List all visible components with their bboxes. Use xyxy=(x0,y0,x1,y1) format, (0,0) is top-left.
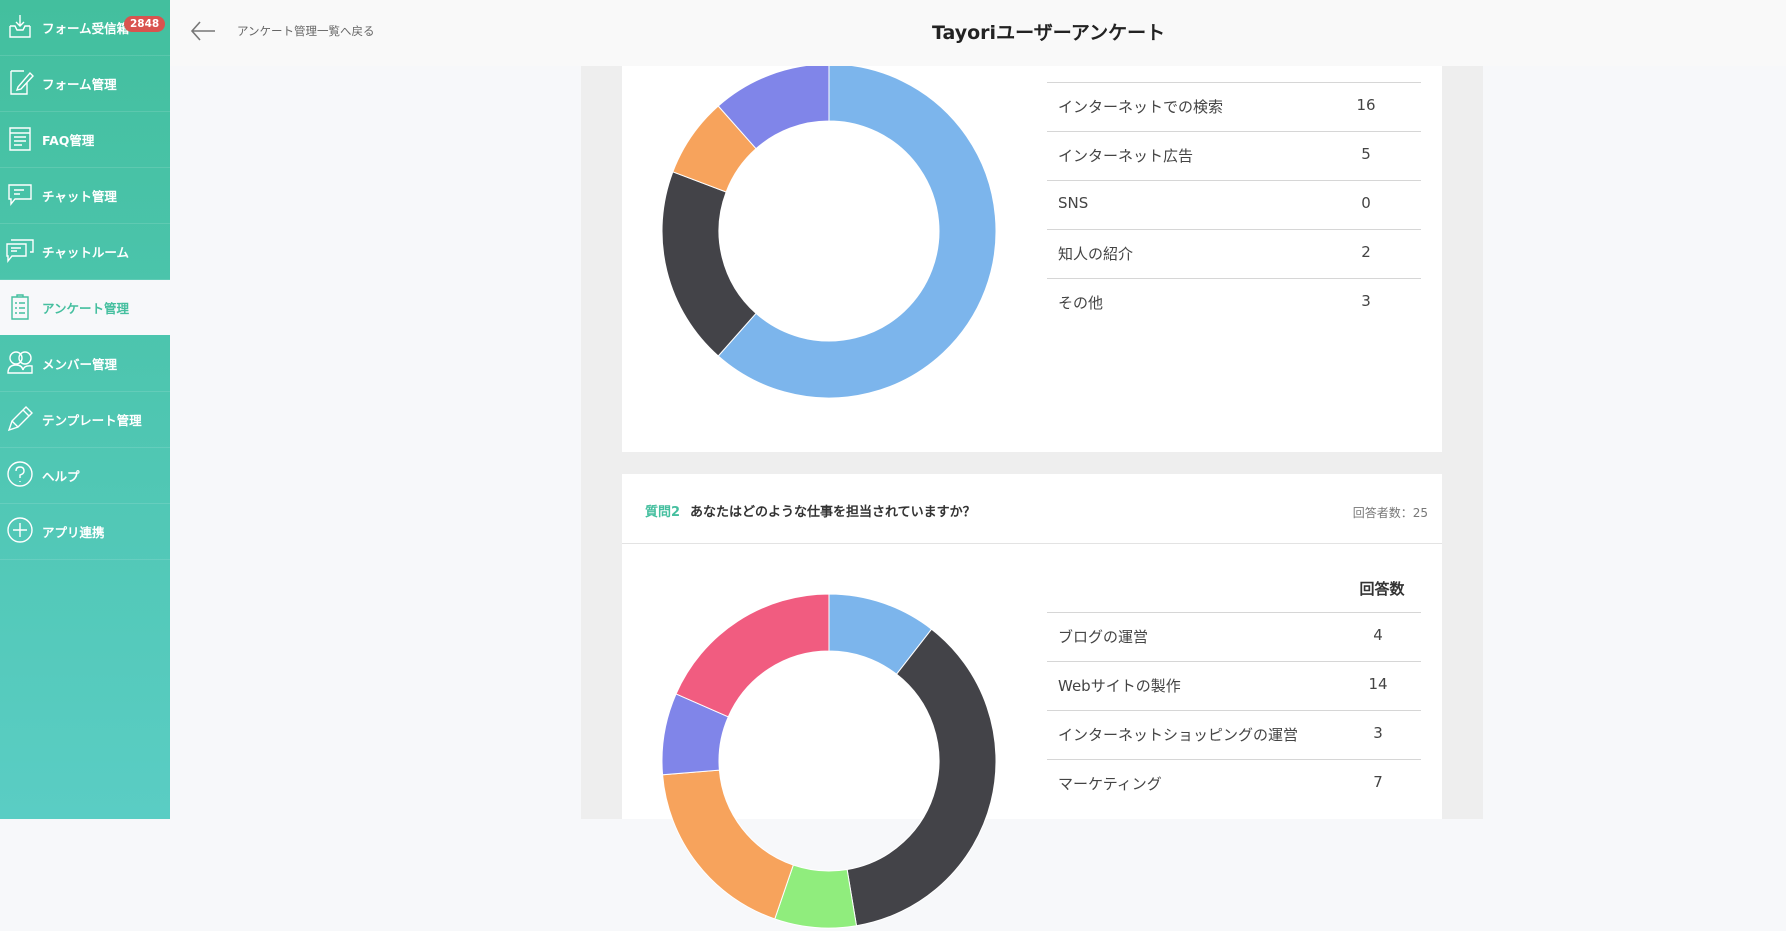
answer-label: インターネットでの検索 xyxy=(1058,98,1224,116)
answer-label: インターネットショッピングの運営 xyxy=(1058,726,1299,744)
donut-chart-question-1 xyxy=(661,63,997,399)
sidebar-item-survey[interactable]: アンケート管理 xyxy=(0,280,170,335)
faq-icon xyxy=(9,127,31,151)
answer-row: インターネット広告 5 xyxy=(1047,131,1421,181)
answer-count: 16 xyxy=(1356,96,1376,114)
sidebar-item-label: メンバー管理 xyxy=(42,357,118,372)
answer-count: 3 xyxy=(1361,292,1371,310)
sidebar-item-label: フォーム管理 xyxy=(42,77,117,92)
sidebar-item-label: アプリ連携 xyxy=(42,525,105,540)
sidebar-item-label: アンケート管理 xyxy=(42,301,130,316)
sidebar-item-members[interactable]: メンバー管理 xyxy=(0,336,170,392)
sidebar-item-form-edit[interactable]: フォーム管理 xyxy=(0,56,170,112)
answer-count: 0 xyxy=(1361,194,1371,212)
question-number: 質問2 xyxy=(645,505,681,520)
back-arrow-icon[interactable] xyxy=(190,18,216,44)
sidebar-item-label: ヘルプ xyxy=(42,469,80,484)
answer-count: 4 xyxy=(1373,626,1383,644)
answer-count: 7 xyxy=(1373,773,1383,791)
survey-icon xyxy=(11,294,29,320)
answer-row: インターネットショッピングの運営 3 xyxy=(1047,710,1421,760)
answer-label: Webサイトの製作 xyxy=(1058,677,1181,695)
sidebar-item-inbox[interactable]: フォーム受信箱 2848 xyxy=(0,0,170,56)
answer-label: ブログの運営 xyxy=(1058,628,1149,646)
donut-slice[interactable] xyxy=(661,171,757,357)
answer-row: ブログの運営 4 xyxy=(1047,612,1421,662)
members-icon xyxy=(7,351,33,374)
answer-count: 5 xyxy=(1361,145,1371,163)
count-column-header: 回答数 xyxy=(1359,580,1405,598)
chat-icon xyxy=(8,184,32,206)
sidebar-item-chat[interactable]: チャット管理 xyxy=(0,168,170,224)
page-title: Tayoriユーザーアンケート xyxy=(932,22,1166,44)
answer-count: 2 xyxy=(1361,243,1371,261)
answer-count: 14 xyxy=(1368,675,1388,693)
answer-row: マーケティング 7 xyxy=(1047,759,1421,809)
answer-row: SNS 0 xyxy=(1047,180,1421,230)
chat-room-icon xyxy=(6,239,34,263)
back-to-survey-list-link[interactable]: アンケート管理一覧へ戻る xyxy=(237,24,375,38)
answer-label: その他 xyxy=(1058,294,1104,312)
donut-slice[interactable] xyxy=(662,769,794,920)
donut-slice[interactable] xyxy=(675,593,830,718)
question-header: 質問2 あなたはどのような仕事を担当されていますか？ 回答者数：25 xyxy=(622,474,1442,544)
answer-row: インターネットでの検索 16 xyxy=(1047,82,1421,132)
answer-row: Webサイトの製作 14 xyxy=(1047,661,1421,711)
sidebar-item-chat-room[interactable]: チャットルーム xyxy=(0,224,170,280)
pencil-icon xyxy=(7,406,33,432)
header: アンケート管理一覧へ戻る Tayoriユーザーアンケート xyxy=(170,0,1786,66)
sidebar-item-pencil[interactable]: テンプレート管理 xyxy=(0,392,170,448)
unread-count-badge: 2848 xyxy=(124,16,166,32)
sidebar-item-label: FAQ管理 xyxy=(42,133,95,148)
sidebar-item-plus-circle[interactable]: アプリ連携 xyxy=(0,504,170,560)
answer-label: マーケティング xyxy=(1058,775,1162,793)
help-icon xyxy=(7,461,33,487)
donut-chart-question-2 xyxy=(661,593,997,929)
donut-slice[interactable] xyxy=(717,63,997,399)
answer-row: 知人の紹介 2 xyxy=(1047,229,1421,279)
sidebar-item-faq[interactable]: FAQ管理 xyxy=(0,112,170,168)
respondent-count: 回答者数：25 xyxy=(1352,506,1428,520)
sidebar-item-label: チャット管理 xyxy=(42,189,117,204)
answer-row: その他 3 xyxy=(1047,278,1421,399)
form-edit-icon xyxy=(10,70,34,95)
answer-count: 3 xyxy=(1373,724,1383,742)
sidebar-item-label: テンプレート管理 xyxy=(42,413,142,428)
plus-circle-icon xyxy=(7,517,33,543)
sidebar: フォーム受信箱 2848 フォーム管理 FAQ管理チャット管理 チャットルーム アンケート… xyxy=(0,0,170,819)
sidebar-item-help[interactable]: ヘルプ xyxy=(0,448,170,504)
answer-label: 知人の紹介 xyxy=(1058,245,1134,263)
answer-label: インターネット広告 xyxy=(1058,147,1194,165)
donut-slice[interactable] xyxy=(846,628,997,927)
sidebar-item-label: フォーム受信箱 xyxy=(42,21,130,36)
question-text: あなたはどのような仕事を担当されていますか？ xyxy=(690,505,976,520)
sidebar-item-label: チャットルーム xyxy=(42,245,130,260)
inbox-icon xyxy=(9,15,31,38)
answer-label: SNS xyxy=(1058,194,1089,212)
